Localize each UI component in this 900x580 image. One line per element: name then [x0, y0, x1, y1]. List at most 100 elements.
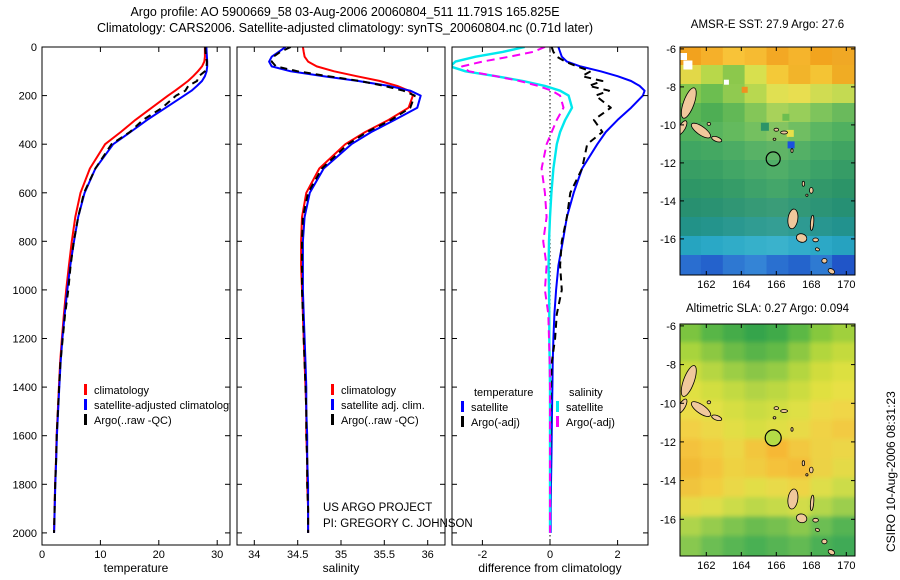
- island: [814, 247, 820, 252]
- x-tick-label: 10: [94, 549, 106, 561]
- x-tick-label: 2: [615, 549, 621, 561]
- plot-box: [236, 46, 446, 546]
- data-pixel: [723, 79, 729, 85]
- island: [795, 233, 808, 243]
- figure-title-line2: Climatology: CARS2006. Satellite-adjuste…: [96, 21, 594, 35]
- legend-marker-icon: [331, 414, 334, 425]
- legend-diff-salinity: salinity satellite Argo(-adj): [556, 386, 615, 431]
- map-y-tick-label: -10: [660, 398, 676, 410]
- map-x-tick-label: 170: [837, 279, 855, 291]
- project-credit: US ARGO PROJECT PI: GREGORY C. JOHNSON: [323, 501, 473, 532]
- x-tick-label: 0: [547, 549, 553, 561]
- x-tick-label: 34.5: [287, 549, 308, 561]
- map-y-tick-label: -10: [660, 120, 676, 132]
- x-tick-label: 0: [39, 549, 45, 561]
- map-y-tick-label: -14: [660, 196, 676, 208]
- map-y-tick-label: -6: [666, 44, 676, 56]
- y-tick-label: 600: [19, 188, 37, 200]
- island: [680, 398, 688, 414]
- legend-label: Argo(..raw -QC): [341, 415, 419, 427]
- x-tick-label: 36: [422, 549, 434, 561]
- island: [801, 460, 806, 467]
- xaxis-label-salinity: salinity: [322, 561, 360, 575]
- series-satellite-adjusted-climatology: [268, 47, 422, 533]
- map-y-tick-label: -16: [660, 514, 676, 526]
- island: [809, 494, 815, 511]
- map-x-tick-label: 168: [802, 560, 820, 572]
- y-tick-label: 0: [31, 42, 37, 54]
- series-salinity-argo: [461, 47, 565, 533]
- legend-label: Argo(-adj): [566, 417, 615, 429]
- legend-diff-temperature: temperature satellite Argo(-adj): [461, 386, 533, 431]
- island: [814, 527, 820, 532]
- island: [805, 473, 809, 477]
- csiro-credit: CSIRO 10-Aug-2006 08:31:23: [884, 391, 898, 552]
- legend-marker-icon: [84, 414, 87, 425]
- island: [680, 87, 697, 119]
- island: [780, 130, 788, 135]
- y-tick-label: 1600: [13, 431, 37, 443]
- data-pixel: [787, 141, 795, 149]
- map-box: [679, 323, 856, 557]
- x-tick-label: 34: [248, 549, 260, 561]
- argo-float-marker: [765, 151, 781, 167]
- legend-item: Argo(..raw -QC): [331, 414, 451, 429]
- legend-label: climatology: [94, 385, 150, 397]
- legend-item: satellite adj. clim.: [331, 399, 451, 414]
- legend-label: Argo(-adj): [471, 417, 520, 429]
- map-x-tick-label: 162: [697, 279, 715, 291]
- island: [790, 427, 794, 432]
- island: [809, 466, 814, 474]
- x-tick-label: 20: [153, 549, 165, 561]
- island: [690, 401, 712, 417]
- y-tick-label: 1000: [13, 285, 37, 297]
- legend-item: satellite: [461, 401, 533, 416]
- legend-item: satellite: [556, 401, 615, 416]
- x-tick-label: 35.5: [374, 549, 395, 561]
- y-tick-label: 200: [19, 91, 37, 103]
- map-x-tick-label: 166: [767, 560, 785, 572]
- data-pixel: [782, 113, 790, 121]
- project-line1: US ARGO PROJECT: [323, 502, 433, 514]
- island: [773, 127, 779, 132]
- legend-item: Argo(-adj): [461, 416, 533, 431]
- data-pixel: [683, 60, 693, 70]
- project-line2: PI: GREGORY C. JOHNSON: [323, 517, 473, 530]
- map-y-tick-label: -8: [666, 360, 676, 372]
- island: [827, 268, 836, 275]
- map-x-tick-label: 164: [732, 279, 750, 291]
- legend-marker-icon: [331, 399, 334, 410]
- island: [809, 187, 814, 194]
- series-argo-raw: [270, 47, 416, 533]
- legend-marker-icon: [556, 401, 559, 412]
- island: [812, 517, 819, 523]
- map-sst-title: AMSR-E SST: 27.9 Argo: 27.6: [690, 19, 845, 31]
- y-tick-label: 1200: [13, 334, 37, 346]
- island: [680, 120, 688, 136]
- y-tick-label: 1400: [13, 382, 37, 394]
- xaxis-label-temperature: temperature: [103, 561, 169, 575]
- island: [690, 122, 712, 139]
- legend-label: satellite: [471, 402, 509, 414]
- legend-marker-icon: [461, 401, 464, 412]
- map-x-tick-label: 164: [732, 560, 750, 572]
- island: [680, 365, 697, 397]
- island: [827, 549, 836, 556]
- legend-marker-icon: [331, 384, 334, 395]
- series-temperature-satellite: [549, 47, 646, 533]
- series-climatology: [53, 47, 206, 533]
- series-argo-raw: [53, 47, 208, 533]
- y-tick-label: 400: [19, 139, 37, 151]
- legend-marker-icon: [461, 416, 464, 427]
- legend-group-header: salinity: [569, 387, 603, 399]
- figure-title-line1: Argo profile: AO 5900669_58 03-Aug-2006 …: [130, 5, 560, 19]
- y-tick-label: 1800: [13, 479, 37, 491]
- sst-map-raster: [680, 47, 855, 275]
- island: [711, 414, 723, 422]
- island: [773, 406, 779, 411]
- data-pixel: [760, 122, 769, 131]
- island: [801, 180, 806, 187]
- y-tick-label: 2000: [13, 528, 37, 540]
